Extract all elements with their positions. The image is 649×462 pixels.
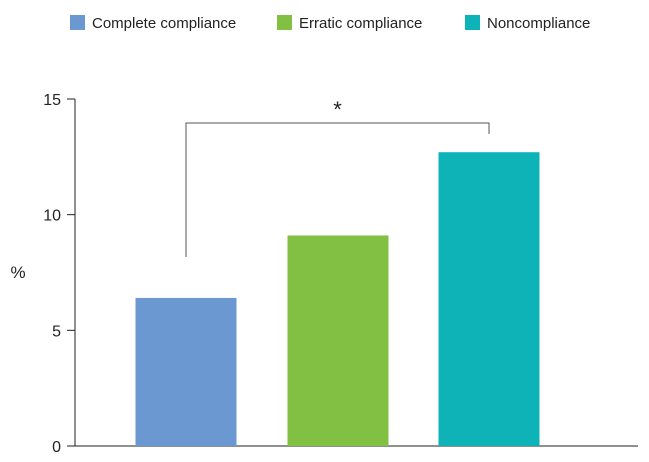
legend-label-1: Complete compliance: [92, 15, 236, 32]
legend-label-3: Noncompliance: [487, 15, 590, 32]
y-axis-label: %: [10, 263, 25, 282]
y-tick-label: 10: [43, 208, 61, 225]
y-axis: % 0 5 10 15: [10, 92, 76, 456]
legend-label-2: Erratic compliance: [299, 15, 422, 32]
annotations: *: [185, 97, 490, 257]
y-tick-label: 0: [52, 439, 61, 456]
bar-1: [135, 297, 237, 446]
significance-marker: *: [333, 97, 342, 122]
y-tick-label: 15: [43, 92, 61, 109]
significance-bracket: [185, 122, 490, 257]
bar-2: [287, 235, 389, 446]
legend-swatch-2: [277, 15, 292, 30]
legend: Complete compliance Erratic compliance Non…: [70, 15, 590, 32]
legend-swatch-1: [70, 15, 85, 30]
bar-3: [438, 152, 540, 446]
bars: [135, 152, 540, 446]
y-tick-label: 5: [52, 323, 61, 340]
legend-swatch-3: [465, 15, 480, 30]
